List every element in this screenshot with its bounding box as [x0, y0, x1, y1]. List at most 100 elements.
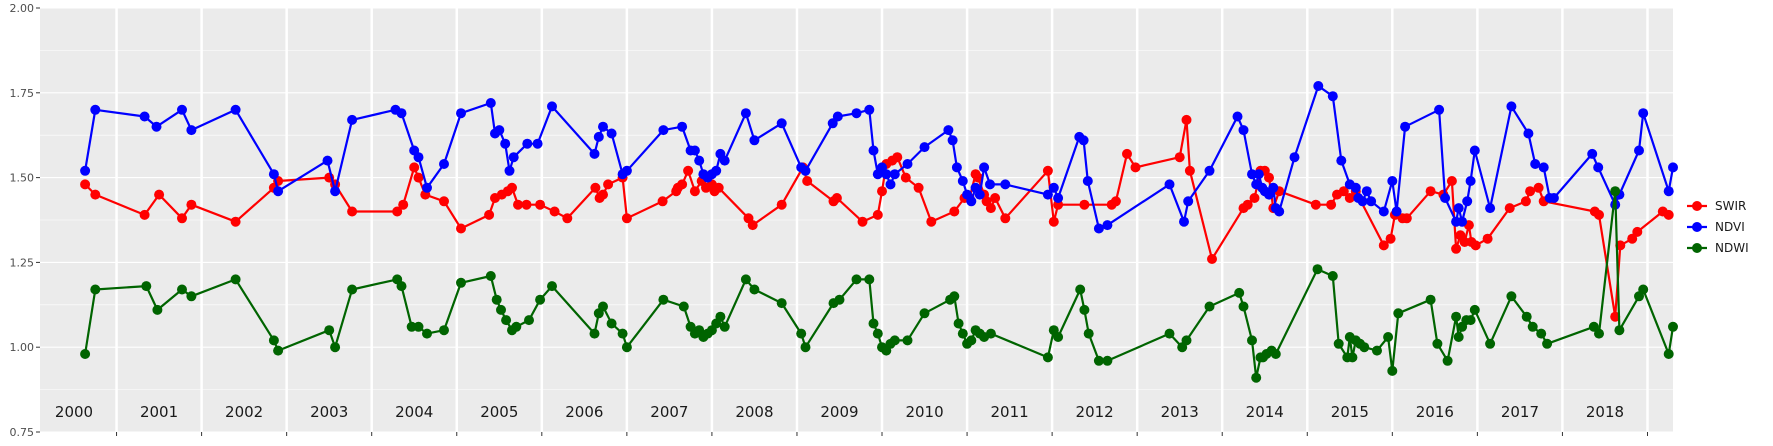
data-point-ndwi: [413, 321, 424, 332]
data-point-swir: [413, 172, 424, 183]
year-label: 2017: [1501, 403, 1539, 421]
data-point-ndwi: [949, 291, 960, 302]
data-point-ndvi: [139, 111, 150, 122]
data-point-ndwi: [330, 342, 341, 353]
data-point-ndvi: [1469, 145, 1480, 156]
data-point-swir: [926, 216, 937, 227]
year-label: 2004: [395, 403, 433, 421]
y-tick-label: 1.75: [10, 87, 35, 100]
data-point-swir: [1482, 233, 1493, 244]
data-point-swir: [1122, 148, 1132, 159]
data-point-ndvi: [974, 189, 985, 200]
data-point-ndvi: [1457, 216, 1468, 227]
data-point-ndvi: [1093, 223, 1104, 234]
data-point-ndvi: [864, 104, 875, 115]
year-label: 2003: [310, 403, 348, 421]
year-labels: 2000 2001 2002 2003 2004 2005 2006 2007 2008 2009…: [55, 403, 1624, 421]
data-point-swir: [590, 182, 601, 193]
data-point-ndwi: [617, 328, 628, 339]
data-point-ndwi: [1312, 264, 1323, 275]
data-point-ndvi: [776, 118, 787, 129]
data-point-swir: [776, 199, 787, 210]
data-point-ndvi: [508, 152, 519, 163]
data-point-ndvi: [658, 125, 669, 136]
data-point-ndwi: [80, 349, 91, 359]
data-point-swir: [154, 189, 165, 200]
series-ndwi: [80, 186, 1678, 383]
data-point-ndwi: [919, 308, 930, 319]
data-point-swir: [1174, 152, 1185, 163]
data-point-ndwi: [141, 281, 152, 292]
data-point-ndvi: [1668, 162, 1678, 173]
data-point-ndvi: [1078, 135, 1089, 146]
year-label: 2013: [1161, 403, 1199, 421]
y-tick-label: 1.25: [10, 256, 35, 269]
data-point-ndwi: [749, 284, 760, 295]
data-point-swir: [1610, 311, 1621, 322]
data-point-swir: [1184, 165, 1195, 176]
data-point-ndvi: [1462, 196, 1473, 207]
data-point-ndwi: [511, 321, 522, 332]
data-point-ndwi: [966, 335, 977, 346]
data-point-ndvi: [832, 111, 843, 122]
data-point-ndwi: [1663, 349, 1674, 359]
data-point-swir: [1504, 203, 1515, 214]
data-point-ndwi: [501, 315, 512, 326]
data-point-ndwi: [1469, 304, 1480, 315]
data-point-ndwi: [439, 325, 449, 336]
data-point-ndwi: [1164, 328, 1175, 339]
year-label: 2011: [991, 403, 1029, 421]
year-label: 2012: [1076, 403, 1114, 421]
data-point-ndvi: [1593, 162, 1604, 173]
data-point-ndvi: [868, 145, 879, 156]
data-point-ndwi: [273, 345, 284, 356]
data-point-ndvi: [1274, 206, 1285, 217]
data-point-ndvi: [1268, 182, 1279, 193]
data-point-swir: [521, 199, 532, 210]
data-point-ndvi: [347, 114, 358, 125]
data-point-ndvi: [1179, 216, 1189, 227]
data-point-ndvi: [1434, 104, 1445, 115]
data-point-swir: [1663, 209, 1674, 220]
data-point-swir: [1378, 240, 1389, 251]
data-point-swir: [1533, 182, 1544, 193]
y-tick-label: 1.50: [10, 172, 35, 185]
data-point-ndvi: [694, 155, 705, 166]
data-point-ndwi: [1594, 328, 1604, 339]
data-point-ndwi: [324, 325, 335, 336]
data-point-swir: [973, 172, 984, 183]
data-point-ndvi: [1548, 193, 1559, 203]
data-point-ndvi: [689, 145, 700, 156]
data-point-ndwi: [230, 274, 241, 285]
data-point-ndwi: [800, 342, 811, 353]
data-point-ndwi: [1270, 349, 1281, 359]
data-point-ndvi: [1366, 196, 1377, 207]
data-point-ndvi: [985, 179, 995, 190]
data-point-ndwi: [491, 294, 502, 305]
data-point-ndvi: [719, 155, 730, 166]
data-point-ndwi: [1083, 328, 1094, 339]
data-point-ndwi: [1251, 372, 1262, 383]
data-point-swir: [1110, 196, 1121, 207]
data-point-ndvi: [532, 138, 543, 149]
data-point-ndvi: [1400, 121, 1411, 132]
data-point-ndwi: [186, 291, 197, 302]
data-point-ndvi: [494, 125, 505, 136]
year-label: 2005: [480, 403, 518, 421]
year-label: 2000: [55, 403, 93, 421]
data-point-ndwi: [177, 284, 187, 295]
data-point-ndwi: [834, 294, 845, 305]
year-label: 2015: [1331, 403, 1369, 421]
data-point-ndwi: [90, 284, 101, 295]
data-point-ndvi: [966, 196, 977, 207]
data-point-ndwi: [485, 271, 496, 281]
year-label: 2008: [735, 403, 773, 421]
data-point-ndvi: [749, 135, 760, 146]
data-point-ndvi: [947, 135, 958, 146]
data-point-ndwi: [1588, 321, 1599, 332]
year-label: 2001: [140, 403, 178, 421]
data-point-ndwi: [496, 304, 506, 315]
data-point-ndwi: [1432, 338, 1443, 349]
data-point-swir: [1632, 226, 1643, 237]
series-swir: [80, 114, 1674, 322]
